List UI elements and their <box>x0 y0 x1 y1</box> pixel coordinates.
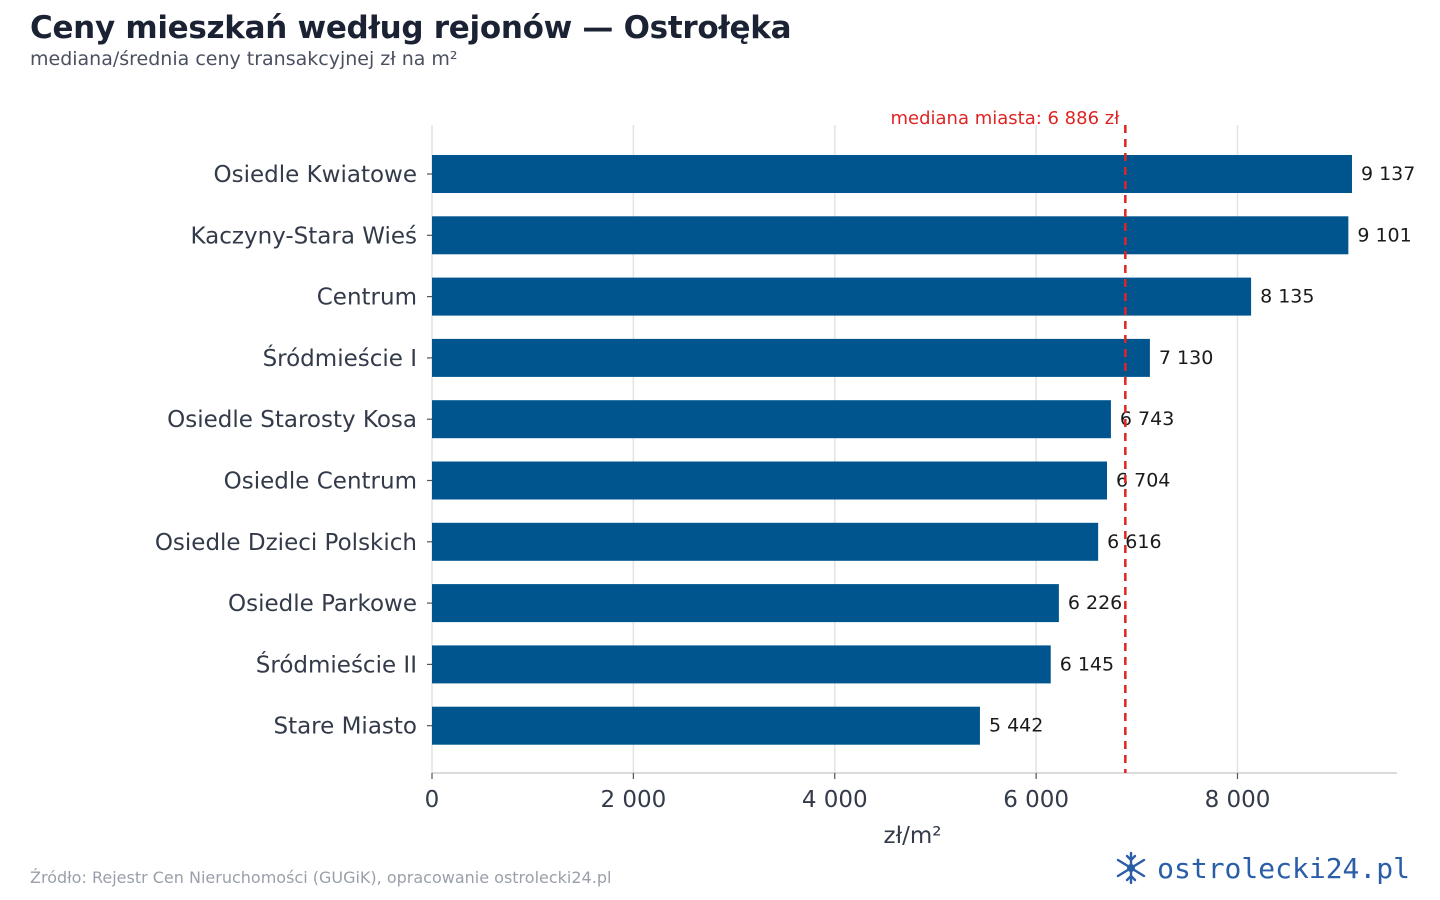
bar-value-label: 6 743 <box>1120 408 1174 430</box>
x-tick-label: 2 000 <box>600 787 666 813</box>
x-tick-label: 6 000 <box>1003 787 1069 813</box>
category-label: Osiedle Starosty Kosa <box>167 407 417 433</box>
chart-subtitle: mediana/średnia ceny transakcyjnej zł na… <box>30 48 458 70</box>
bar[interactable] <box>432 400 1111 439</box>
source-note: Źródło: Rejestr Cen Nieruchomości (GUGiK… <box>30 868 612 887</box>
bar[interactable] <box>432 461 1108 500</box>
x-tick-label: 4 000 <box>802 787 868 813</box>
category-label: Śródmieście II <box>256 650 417 678</box>
category-label: Osiedle Parkowe <box>228 591 417 617</box>
x-tick-label: 0 <box>425 787 440 813</box>
bar[interactable] <box>432 706 980 745</box>
brand-logo[interactable]: ostrolecki24.pl <box>1111 850 1410 886</box>
bar[interactable] <box>432 522 1099 561</box>
bar-value-label: 6 226 <box>1068 592 1122 614</box>
bar-value-label: 8 135 <box>1260 286 1314 308</box>
bar-value-label: 7 130 <box>1159 347 1213 369</box>
bar[interactable] <box>432 155 1352 193</box>
bar-value-label: 9 101 <box>1357 224 1411 246</box>
bar[interactable] <box>432 338 1150 377</box>
x-tick-label: 8 000 <box>1205 787 1271 813</box>
category-label: Osiedle Dzieci Polskich <box>155 530 417 556</box>
category-label: Kaczyny-Stara Wieś <box>190 223 417 249</box>
category-label: Stare Miasto <box>273 714 417 740</box>
chart-title: Ceny mieszkań według rejonów — Ostrołęka <box>30 10 792 46</box>
category-label: Osiedle Kwiatowe <box>213 162 417 188</box>
bar[interactable] <box>432 277 1252 316</box>
median-reference-label: mediana miasta: 6 886 zł <box>890 108 1120 129</box>
bar[interactable] <box>432 645 1051 684</box>
bar-value-label: 6 704 <box>1116 470 1170 492</box>
bar-value-label: 6 616 <box>1107 531 1161 553</box>
bar-value-label: 9 137 <box>1361 163 1415 185</box>
bar-value-label: 5 442 <box>989 715 1043 737</box>
bar-value-label: 6 145 <box>1060 653 1114 675</box>
category-label: Śródmieście I <box>263 344 417 372</box>
category-label: Centrum <box>317 285 417 311</box>
x-axis-title: zł/m² <box>884 823 942 849</box>
brand-name: ostrolecki24.pl <box>1157 851 1410 885</box>
category-label: Osiedle Centrum <box>224 469 417 495</box>
bar[interactable] <box>432 584 1059 623</box>
snowflake-icon <box>1116 851 1146 885</box>
bar[interactable] <box>432 216 1349 255</box>
